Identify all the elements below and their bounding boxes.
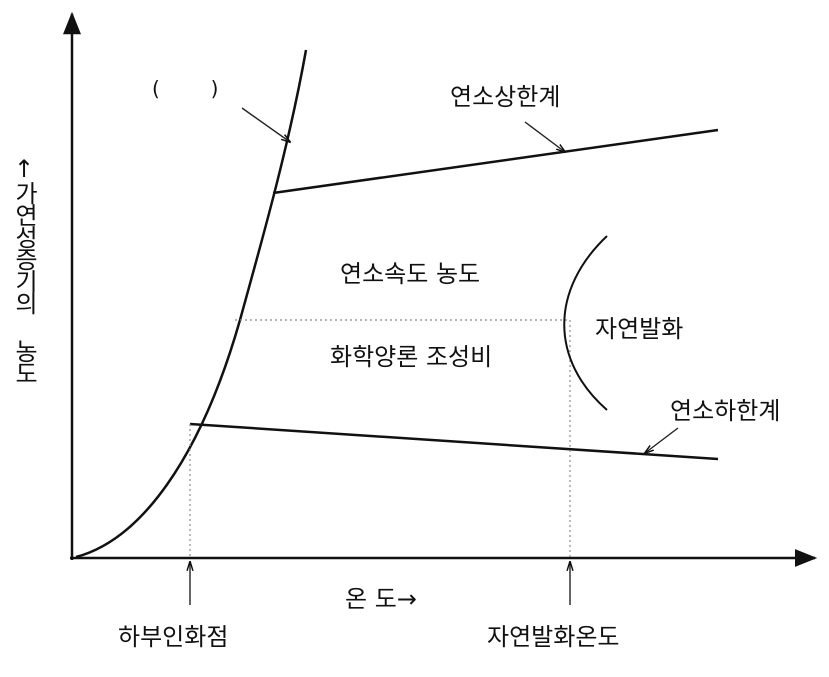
autoignition-arc bbox=[563, 235, 608, 411]
lower-limit-label: 연소하한계 bbox=[670, 397, 780, 425]
rate-label: 연소속도 농도 bbox=[340, 260, 480, 288]
y-axis-label: ↑가연성증기의 농도 bbox=[10, 155, 38, 383]
leader-arrow bbox=[241, 107, 290, 142]
stoich-label: 화학양론 조성비 bbox=[330, 343, 492, 371]
flash-point-label: 하부인화점 bbox=[118, 623, 228, 651]
curve-label: ( ) bbox=[152, 77, 218, 101]
autoignition-temp-label: 자연발화온도 bbox=[487, 623, 619, 651]
upper-limit-label: 연소상한계 bbox=[450, 83, 560, 111]
x-axis-label: 온 도→ bbox=[345, 585, 417, 613]
upper-limit-line bbox=[272, 128, 719, 195]
autoignition-label: 자연발화 bbox=[595, 315, 683, 343]
flash-curve bbox=[75, 49, 308, 559]
leader-arrow bbox=[524, 121, 565, 152]
leader-arrow bbox=[645, 427, 679, 453]
lower-limit-line bbox=[189, 422, 719, 461]
